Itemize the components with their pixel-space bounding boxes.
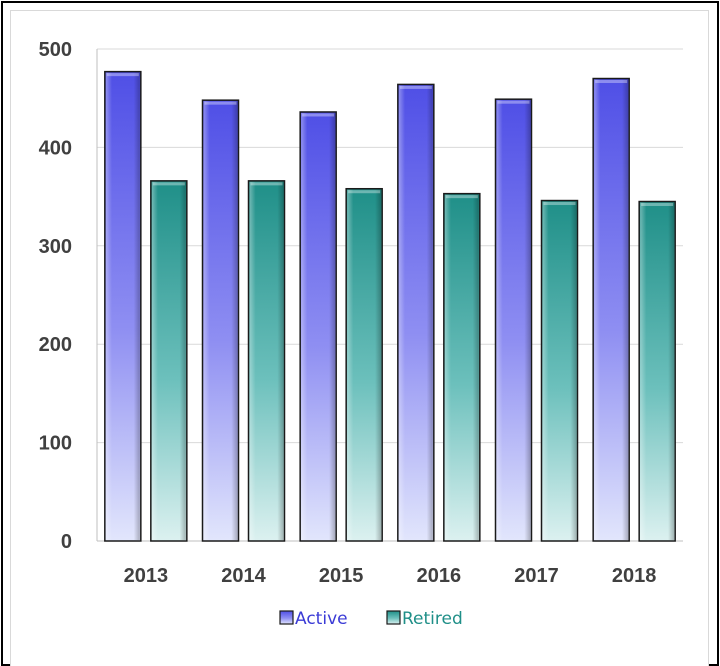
legend-item-retired: Retired bbox=[386, 609, 463, 629]
bar-active-2015 bbox=[299, 111, 337, 542]
legend-swatch-active bbox=[279, 610, 294, 625]
y-axis: 0 100 200 300 400 500 bbox=[39, 39, 683, 553]
bars bbox=[104, 70, 676, 542]
bar-highlight bbox=[641, 203, 674, 207]
bar-highlight bbox=[399, 85, 432, 89]
bar-bevel bbox=[105, 72, 140, 540]
y-tick-label-300: 300 bbox=[39, 236, 72, 258]
bar-bevel bbox=[301, 112, 336, 540]
x-tick-label-2015: 2015 bbox=[319, 565, 364, 587]
y-tick-label-200: 200 bbox=[39, 334, 72, 356]
bar-bevel bbox=[496, 100, 531, 541]
x-tick-label-2016: 2016 bbox=[417, 565, 462, 587]
bar-highlight bbox=[152, 182, 185, 186]
bar-active-2013 bbox=[104, 70, 142, 542]
bar-bevel bbox=[398, 85, 433, 540]
bar-highlight bbox=[348, 190, 381, 194]
x-tick-label-2013: 2013 bbox=[124, 565, 169, 587]
x-tick-label-2014: 2014 bbox=[221, 565, 266, 587]
bar-retired-2015 bbox=[345, 187, 383, 542]
bar-retired-2018 bbox=[638, 200, 676, 542]
legend-item-active: Active bbox=[279, 609, 348, 629]
bar-retired-2013 bbox=[150, 180, 188, 542]
legend-label-active: Active bbox=[295, 609, 348, 629]
bar-retired-2016 bbox=[443, 192, 481, 542]
bar-active-2017 bbox=[494, 98, 533, 542]
legend-label-retired: Retired bbox=[402, 609, 463, 629]
bar-highlight bbox=[497, 100, 530, 104]
bar-bevel bbox=[249, 181, 284, 540]
bar-highlight bbox=[302, 113, 335, 117]
x-tick-label-2018: 2018 bbox=[612, 565, 657, 587]
bar-active-2018 bbox=[592, 77, 630, 542]
x-tick-label-2017: 2017 bbox=[514, 565, 559, 587]
bar-active-2016 bbox=[397, 83, 435, 542]
bar-highlight bbox=[543, 202, 576, 206]
x-axis-labels: 2013 2014 2015 2016 2017 2018 bbox=[124, 565, 657, 587]
y-tick-label-100: 100 bbox=[39, 433, 72, 455]
bar-highlight bbox=[250, 182, 283, 186]
bar-retired-2017 bbox=[540, 199, 579, 542]
bar-bevel bbox=[347, 189, 382, 540]
bar-bevel bbox=[594, 79, 629, 541]
bar-retired-2014 bbox=[247, 180, 286, 542]
bar-bevel bbox=[640, 202, 675, 540]
y-tick-label-500: 500 bbox=[39, 39, 72, 61]
bar-highlight bbox=[106, 73, 139, 77]
y-tick-label-400: 400 bbox=[39, 137, 72, 159]
y-tick-label-0: 0 bbox=[61, 531, 72, 553]
bar-active-2014 bbox=[201, 99, 240, 542]
bar-bevel bbox=[151, 181, 186, 540]
legend: Active Retired bbox=[279, 609, 463, 629]
bar-bevel bbox=[203, 101, 238, 540]
bar-highlight bbox=[204, 101, 237, 105]
gridlines bbox=[97, 48, 683, 444]
bar-highlight bbox=[595, 80, 628, 84]
bar-bevel bbox=[542, 201, 577, 540]
bar-bevel bbox=[444, 194, 479, 540]
bar-highlight bbox=[445, 195, 478, 199]
legend-swatch-retired bbox=[386, 610, 401, 625]
